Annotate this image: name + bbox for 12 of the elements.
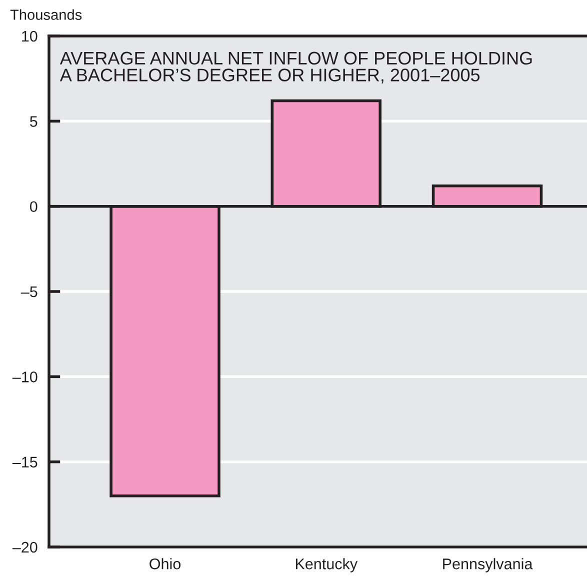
y-tick-label: –5 xyxy=(20,286,38,298)
text: AVERAGE ANNUAL NET INFLOW OF PEOPLE HOLDING A BACHELOR’S DEGREE OR HIGHER, 2001–2005 xyxy=(60,52,532,84)
x-tick-label: Kentucky xyxy=(296,558,358,572)
y-tick-label: 10 xyxy=(22,30,38,42)
y-tick-label: 0 xyxy=(30,201,38,212)
x-tick-label: Pennsylvania xyxy=(443,558,533,572)
y-axis-title: Thousands xyxy=(10,9,82,20)
y-tick-label: –15 xyxy=(12,456,38,468)
y-tick-label: –20 xyxy=(12,542,38,553)
y-tick-label: 5 xyxy=(30,116,38,127)
y-tick-label: –10 xyxy=(12,372,38,382)
x-tick-label: Ohio xyxy=(150,558,181,570)
